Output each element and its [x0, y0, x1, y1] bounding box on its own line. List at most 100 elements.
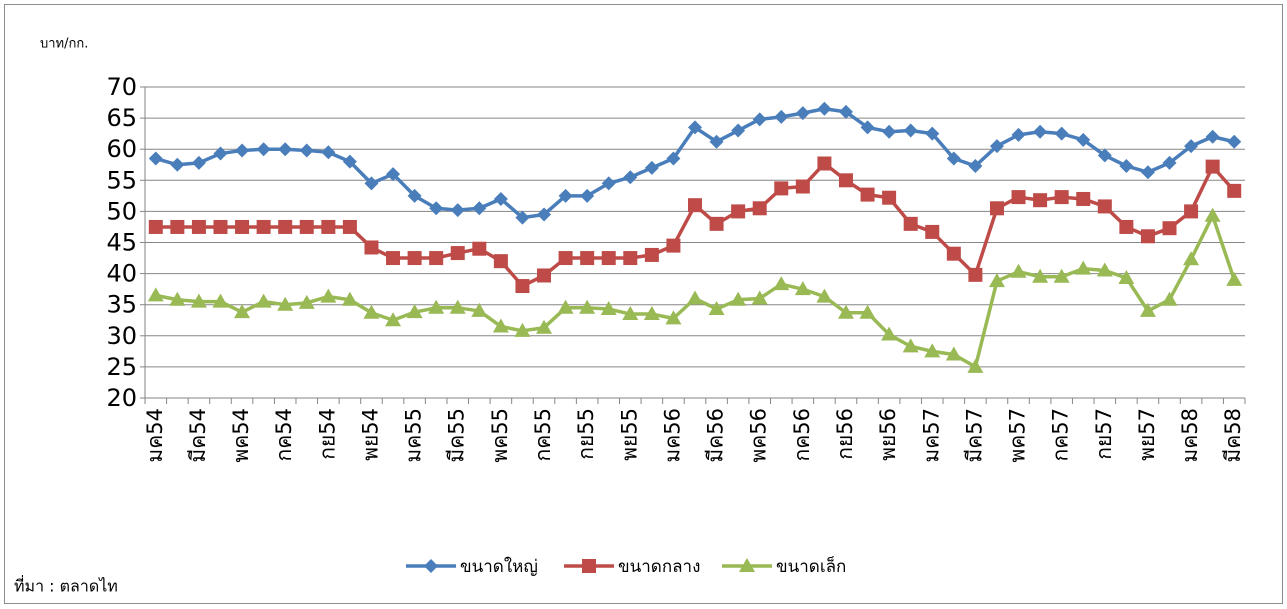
marker: [407, 188, 422, 203]
marker: [364, 240, 379, 255]
marker: [557, 299, 574, 314]
marker: [450, 246, 465, 261]
marker: [342, 154, 357, 169]
marker: [708, 301, 725, 316]
x-tick-label: มค57: [919, 408, 943, 463]
marker: [1205, 159, 1220, 174]
marker: [1076, 132, 1091, 147]
y-tick-label: 70: [106, 73, 137, 101]
marker: [739, 558, 755, 572]
marker: [147, 287, 164, 302]
marker: [190, 293, 207, 308]
x-tick-label: กค57: [1049, 408, 1073, 461]
y-tick-label: 25: [106, 353, 137, 381]
marker: [925, 224, 940, 239]
marker: [1076, 191, 1091, 206]
marker: [428, 299, 445, 314]
x-tick-label: พค54: [229, 408, 253, 463]
marker: [493, 254, 508, 269]
marker: [709, 216, 724, 231]
marker: [1011, 190, 1026, 205]
marker: [622, 306, 639, 321]
marker: [623, 251, 638, 266]
marker: [730, 291, 747, 306]
marker: [213, 219, 228, 234]
marker: [1054, 126, 1069, 141]
marker: [429, 251, 444, 266]
y-tick-label: 35: [106, 291, 137, 319]
marker: [1032, 268, 1049, 283]
marker: [450, 203, 465, 218]
x-tick-label: มค55: [402, 408, 426, 463]
marker: [903, 123, 918, 138]
x-tick-label: มีค56: [704, 408, 728, 463]
marker: [946, 246, 961, 261]
marker: [191, 219, 206, 234]
x-tick-label: พย57: [1135, 408, 1159, 461]
marker: [1161, 291, 1178, 306]
marker: [191, 155, 206, 170]
x-tick-label: กค56: [790, 408, 814, 461]
marker: [385, 312, 402, 327]
marker: [1097, 199, 1112, 214]
legend-label: ขนาดกลาง: [618, 557, 700, 577]
marker: [988, 273, 1005, 288]
marker: [407, 251, 422, 266]
marker: [320, 288, 337, 303]
marker: [580, 251, 595, 266]
marker: [1204, 207, 1221, 222]
marker: [472, 241, 487, 256]
marker: [666, 151, 681, 166]
marker: [752, 201, 767, 216]
marker: [1205, 129, 1220, 144]
x-tick-label: กย55: [574, 408, 598, 460]
source-note: ที่มา : ตลาดไท: [14, 575, 118, 596]
y-tick-label: 50: [106, 197, 137, 225]
marker: [967, 358, 984, 373]
marker: [278, 142, 293, 157]
marker: [838, 173, 853, 188]
marker: [817, 101, 832, 116]
marker: [1053, 268, 1070, 283]
x-tick-label: พย54: [358, 408, 382, 461]
marker: [643, 306, 660, 321]
y-tick-label: 60: [106, 135, 137, 163]
marker: [558, 188, 573, 203]
marker: [1033, 124, 1048, 139]
y-tick-label: 30: [106, 322, 137, 350]
marker: [536, 319, 553, 334]
marker: [582, 559, 596, 573]
marker: [1010, 263, 1027, 278]
marker: [731, 204, 746, 219]
x-tick-label: มค58: [1178, 408, 1202, 463]
marker: [968, 267, 983, 282]
marker: [449, 299, 466, 314]
marker: [1140, 165, 1155, 180]
marker: [1118, 269, 1135, 284]
marker: [989, 139, 1004, 154]
marker: [471, 302, 488, 317]
marker: [688, 120, 702, 135]
marker: [148, 151, 163, 166]
marker: [299, 219, 314, 234]
marker: [493, 191, 508, 206]
y-tick-label: 65: [106, 104, 137, 132]
marker: [774, 109, 789, 124]
marker: [709, 134, 724, 149]
marker: [731, 123, 746, 138]
marker: [837, 304, 854, 319]
x-tick-label: พค57: [1006, 408, 1030, 463]
marker: [925, 126, 940, 141]
marker: [1119, 219, 1134, 234]
marker: [234, 304, 251, 319]
marker: [751, 290, 768, 305]
marker: [881, 326, 898, 341]
marker: [277, 296, 294, 311]
marker: [1162, 221, 1177, 236]
marker: [1227, 183, 1242, 198]
marker: [342, 219, 357, 234]
marker: [1162, 155, 1177, 170]
legend-label: ขนาดเล็ก: [776, 555, 846, 577]
marker: [838, 104, 853, 119]
